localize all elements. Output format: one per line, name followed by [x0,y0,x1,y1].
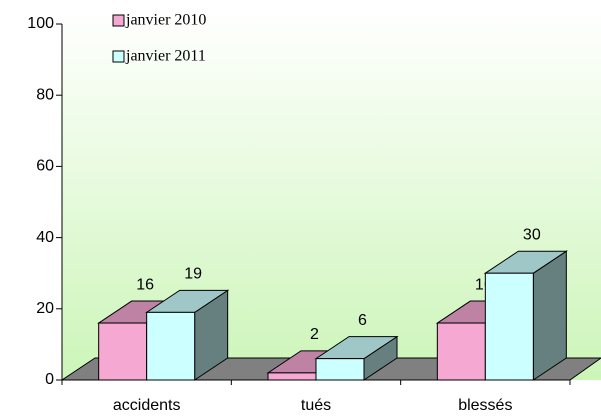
data-label: 19 [184,266,202,283]
legend-swatch [112,50,125,63]
y-tick-label: 0 [45,371,54,388]
bar [483,250,568,381]
data-label: 2 [310,326,319,343]
x-tick-label: accidents [113,397,181,414]
bar-side [532,250,567,381]
legend-label: janvier 2010 [125,12,206,29]
legend-swatch [112,14,125,27]
x-tick-label: tués [301,397,331,414]
bar-front [315,358,365,381]
bar-front [98,322,148,381]
bar-front [146,311,196,381]
y-tick-label: 20 [36,300,54,317]
y-tick-label: 100 [27,15,54,32]
data-label: 6 [358,312,367,329]
bar [314,335,399,381]
y-tick-label: 80 [36,86,54,103]
data-label: 16 [136,276,154,293]
y-tick-label: 60 [36,158,54,175]
x-tick-label: blessés [458,397,512,414]
data-label: 30 [523,226,541,243]
y-tick-label: 40 [36,229,54,246]
bar-front [267,372,317,381]
bar [145,289,230,381]
bar-front [436,322,486,381]
legend-label: janvier 2011 [125,48,206,65]
bar-front [484,272,534,381]
